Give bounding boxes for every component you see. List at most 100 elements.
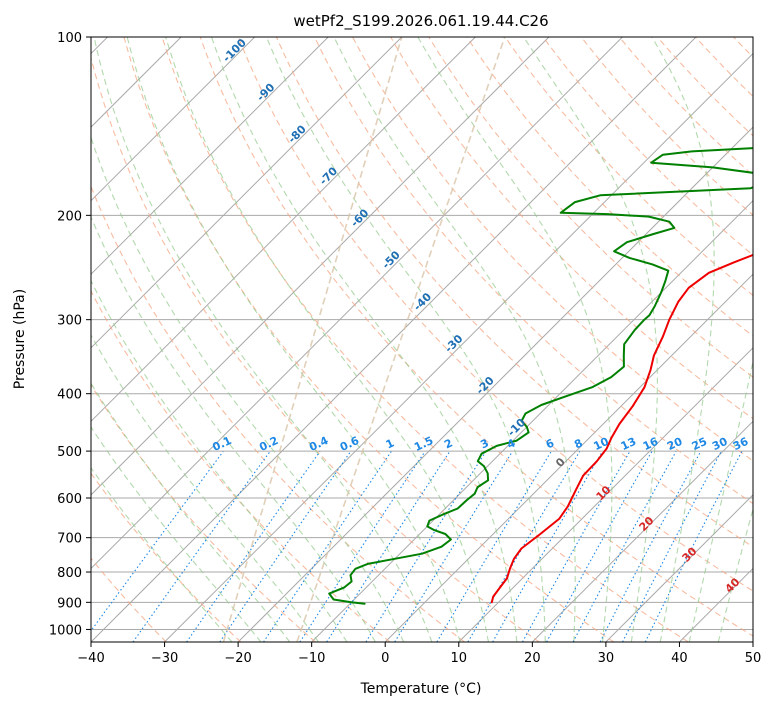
x-tick-label: 50 bbox=[745, 651, 762, 666]
dry-adiabat-line bbox=[275, 37, 753, 548]
data-lines bbox=[328, 147, 753, 605]
isotherm-line bbox=[91, 37, 476, 423]
moist-adiabat-line bbox=[523, 37, 658, 642]
dewpoint-profile-line bbox=[328, 147, 753, 605]
isotherm-line bbox=[91, 37, 256, 202]
x-axis: −40 −30 −20 −10 0 10 20 30 40 50 bbox=[77, 642, 761, 666]
mixing-ratio-line bbox=[522, 451, 631, 642]
dry-adiabat-line bbox=[161, 37, 689, 642]
y-tick-label: 200 bbox=[57, 209, 82, 224]
y-tick-label: 100 bbox=[57, 31, 82, 46]
dry-adiabat-line bbox=[91, 384, 316, 642]
mixing-ratio-line bbox=[436, 451, 552, 642]
dry-adiabat-line bbox=[352, 37, 753, 462]
isotherm-line bbox=[91, 37, 403, 349]
moist-adiabat-line bbox=[91, 334, 319, 642]
mixing-ratio-line bbox=[546, 451, 653, 642]
isotherm-line bbox=[605, 494, 753, 642]
saturation-arc-line bbox=[296, 37, 506, 642]
dry-adiabat-line bbox=[91, 472, 242, 642]
y-axis-label: Pressure (hPa) bbox=[12, 289, 28, 389]
y-axis: 100 200 300 400 500 600 700 800 900 1000 bbox=[49, 31, 91, 638]
mixing-ratio-line bbox=[132, 451, 271, 642]
x-tick-label: 30 bbox=[598, 651, 615, 666]
moist-adiabat-line bbox=[91, 466, 233, 642]
moist-adiabat-line bbox=[688, 359, 753, 642]
mixing-ratio-line bbox=[572, 451, 677, 642]
mixing-ratio-line bbox=[91, 451, 224, 632]
temperature-profile-line bbox=[490, 253, 753, 604]
x-tick-label: −20 bbox=[224, 651, 251, 666]
isotherm-line bbox=[384, 273, 753, 642]
plot-frame bbox=[90, 36, 754, 643]
moist-adiabat-line bbox=[93, 37, 433, 642]
y-tick-label: 700 bbox=[57, 532, 82, 547]
mixing-ratio-label: 13 bbox=[619, 435, 638, 453]
y-tick-label: 400 bbox=[57, 388, 82, 403]
moist-adiabat-line bbox=[210, 37, 518, 642]
dry-adiabat-line bbox=[91, 290, 391, 642]
isotherm-line bbox=[531, 420, 753, 642]
isotherm-line bbox=[164, 52, 753, 642]
mixing-ratio-line bbox=[467, 451, 581, 642]
dry-adiabat-line bbox=[314, 37, 753, 505]
x-tick-label: −30 bbox=[151, 651, 178, 666]
dry-adiabat-line bbox=[504, 37, 753, 297]
x-tick-label: 40 bbox=[671, 651, 688, 666]
mixing-ratio-line bbox=[219, 451, 352, 642]
y-tick-label: 1000 bbox=[49, 623, 82, 638]
isotherm-line bbox=[458, 347, 753, 642]
background-lines bbox=[91, 37, 753, 642]
y-tick-label: 800 bbox=[57, 566, 82, 581]
isotherm-line bbox=[91, 37, 697, 642]
dry-adiabat-line bbox=[618, 37, 753, 177]
moist-adiabat-line bbox=[126, 37, 461, 642]
mixing-ratio-label: 10 bbox=[591, 435, 611, 453]
y-tick-label: 300 bbox=[57, 314, 82, 329]
mixing-ratio-line bbox=[365, 451, 487, 642]
y-tick-label: 600 bbox=[57, 492, 82, 507]
y-tick-label: 500 bbox=[57, 445, 82, 460]
isotherm-line bbox=[237, 126, 753, 642]
dry-adiabat-line bbox=[123, 37, 615, 642]
moist-adiabat-line bbox=[165, 37, 489, 642]
mixing-ratio-line bbox=[394, 451, 513, 642]
mixing-ratio-line bbox=[326, 451, 451, 642]
mixing-ratio-label: 25 bbox=[690, 435, 709, 453]
chart-title: wetPf2_S199.2026.061.19.44.C26 bbox=[293, 12, 548, 31]
moist-adiabat-line bbox=[91, 426, 262, 642]
x-axis-label: Temperature (°C) bbox=[360, 681, 482, 697]
moist-adiabat-line bbox=[717, 506, 753, 642]
moist-adiabat-line bbox=[333, 37, 576, 642]
isotherm-line bbox=[91, 37, 623, 570]
dry-adiabat-line bbox=[91, 55, 540, 642]
mixing-ratio-line bbox=[492, 451, 603, 642]
isotherm-line bbox=[311, 199, 753, 642]
moist-adiabat-line bbox=[651, 37, 715, 642]
moist-adiabat-line bbox=[417, 37, 613, 642]
x-tick-label: 20 bbox=[524, 651, 541, 666]
moist-adiabat-line bbox=[91, 135, 405, 642]
saturation-arc-line bbox=[222, 37, 403, 642]
mixing-ratio-label: 16 bbox=[641, 435, 661, 453]
isotherm-line bbox=[91, 37, 329, 275]
dry-adiabat-line bbox=[542, 37, 753, 256]
mixing-ratio-label: 30 bbox=[710, 435, 730, 453]
dry-adiabat-line bbox=[91, 185, 465, 642]
moist-adiabat-line bbox=[91, 382, 291, 642]
moist-adiabat-line bbox=[265, 37, 546, 642]
dry-adiabat-line bbox=[428, 37, 753, 378]
x-tick-label: −40 bbox=[77, 651, 104, 666]
x-tick-label: 0 bbox=[381, 651, 389, 666]
x-tick-label: −10 bbox=[298, 651, 325, 666]
x-tick-label: 10 bbox=[451, 651, 468, 666]
dry-adiabat-line bbox=[237, 37, 753, 592]
mixing-ratio-label: 20 bbox=[665, 435, 685, 453]
mixing-ratio-label: 36 bbox=[731, 435, 751, 453]
y-tick-label: 900 bbox=[57, 596, 82, 611]
moist-adiabat-line bbox=[91, 215, 376, 642]
isotherm-line bbox=[91, 37, 550, 496]
dry-adiabat-line bbox=[390, 37, 753, 420]
